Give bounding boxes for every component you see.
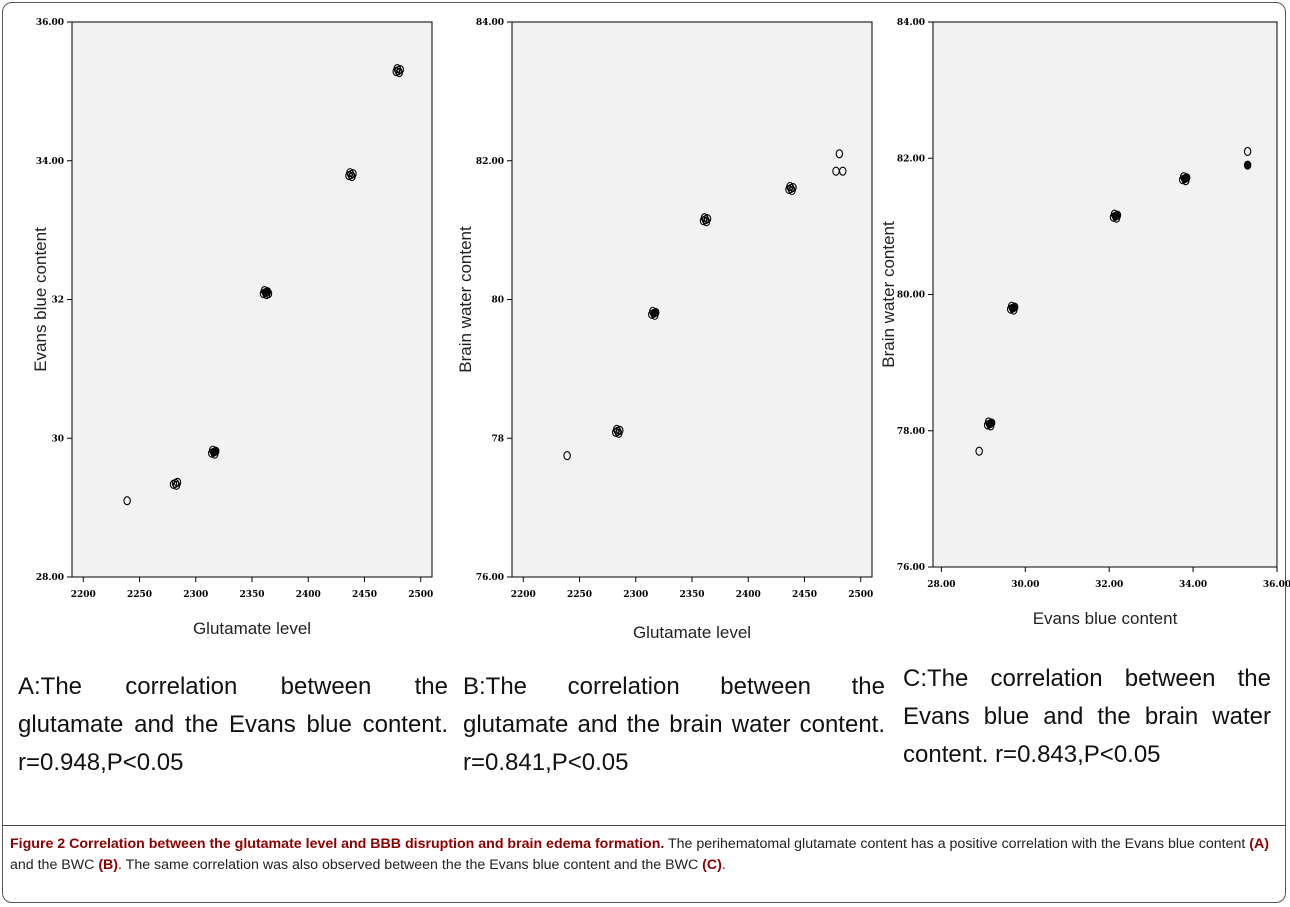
panel-c: 28.00 30.00 32.00 34.00 36.00 76.00 78.00 80.00… bbox=[875, 0, 1290, 650]
chart-a-point bbox=[209, 445, 217, 455]
chart-a-x-tick-label: 2500 bbox=[408, 590, 433, 600]
chart-b-x-tick-label: 2250 bbox=[567, 590, 592, 600]
chart-c-point bbox=[1243, 146, 1252, 156]
chart-a-x-tick-label: 2250 bbox=[127, 590, 152, 600]
chart-a-point bbox=[393, 64, 401, 74]
chart-c-x-tick-label: 36.00 bbox=[1263, 580, 1290, 590]
chart-a-x-tick-label: 2400 bbox=[296, 590, 321, 600]
chart-b-y-tick-label: 78 bbox=[491, 434, 504, 444]
caption-c: C:The correlation between the Evans blue… bbox=[903, 665, 1271, 768]
chart-c-x-axis-title: Evans blue content bbox=[1033, 609, 1178, 628]
chart-c-y-tick-label: 78.00 bbox=[897, 427, 925, 437]
chart-a-x-tick-label: 2350 bbox=[239, 590, 264, 600]
panel-a: 2200 2250 2300 2350 2400 2450 2500 28.00 30 32 34.… bbox=[0, 0, 440, 650]
chart-a-y-tick-label: 36.00 bbox=[36, 18, 64, 28]
chart-a-x-axis-title: Glutamate level bbox=[193, 619, 311, 638]
figure-ref-c: (C) bbox=[702, 857, 722, 873]
chart-c-x-tick-label: 32.00 bbox=[1095, 580, 1123, 590]
chart-b-point bbox=[700, 213, 709, 223]
chart-b-x-tick-label: 2200 bbox=[511, 590, 536, 600]
chart-a-point bbox=[123, 496, 131, 506]
chart-c-x-tick-label: 34.00 bbox=[1179, 580, 1207, 590]
figure-caption-text-2: and the BWC bbox=[10, 857, 99, 873]
chart-a-plot-area bbox=[71, 21, 433, 578]
caption-a: A:The correlation between the glutamate … bbox=[18, 673, 448, 776]
chart-b-x-axis-title: Glutamate level bbox=[633, 623, 751, 642]
figure-caption-text-3: . The same correlation was also observed… bbox=[118, 857, 703, 873]
figure-ref-a: (A) bbox=[1249, 836, 1269, 852]
chart-c-point bbox=[975, 446, 983, 456]
chart-b-x-tick-label: 2300 bbox=[623, 590, 648, 600]
scatter-chart-c: 28.00 30.00 32.00 34.00 36.00 76.00 78.00 80.00… bbox=[879, 18, 1290, 628]
chart-b-y-tick-label: 82.00 bbox=[476, 157, 504, 167]
chart-a-x-tick-label: 2200 bbox=[71, 590, 96, 600]
chart-a-x-tick-label: 2300 bbox=[183, 590, 208, 600]
chart-b-x-tick-label: 2500 bbox=[848, 590, 873, 600]
scatter-chart-a: 2200 2250 2300 2350 2400 2450 2500 28.00 30 32 34.… bbox=[31, 18, 433, 638]
chart-c-x-tick-label: 28.00 bbox=[927, 580, 955, 590]
chart-c-point bbox=[1179, 172, 1188, 182]
chart-b-y-tick-label: 80 bbox=[491, 296, 504, 306]
chart-c-y-tick-label: 82.00 bbox=[897, 154, 925, 164]
chart-b-point bbox=[613, 424, 621, 434]
chart-a-y-axis-title: Evans blue content bbox=[31, 227, 50, 372]
chart-a-point bbox=[172, 480, 181, 490]
chart-b-x-tick-label: 2450 bbox=[792, 590, 817, 600]
chart-b-y-tick-label: 84.00 bbox=[476, 18, 504, 28]
chart-c-point bbox=[1007, 301, 1016, 311]
caption-separator bbox=[3, 825, 1285, 826]
figure-caption: Figure 2 Correlation between the glutama… bbox=[10, 834, 1278, 876]
chart-a-y-tick-label: 32 bbox=[51, 296, 64, 306]
chart-c-y-tick-label: 84.00 bbox=[897, 18, 925, 28]
chart-a-point bbox=[260, 286, 269, 296]
chart-b-x-tick-label: 2350 bbox=[679, 590, 704, 600]
figure-caption-text-4: . bbox=[721, 857, 726, 873]
chart-a-y-tick-label: 30 bbox=[51, 434, 64, 444]
chart-c-plot-area bbox=[932, 21, 1278, 568]
figure-title: Figure 2 Correlation between the glutama… bbox=[10, 836, 665, 852]
chart-c-point bbox=[984, 417, 993, 427]
chart-c-x-tick-label: 30.00 bbox=[1011, 580, 1039, 590]
chart-b-point bbox=[835, 149, 844, 159]
chart-b-y-axis-title: Brain water content bbox=[456, 226, 475, 373]
scatter-chart-b: 2200 2250 2300 2350 2400 2450 2500 76.00 78 80 82.… bbox=[456, 18, 873, 642]
chart-c-y-axis-title: Brain water content bbox=[879, 221, 898, 368]
chart-b-point bbox=[649, 306, 657, 316]
chart-a-point bbox=[346, 168, 354, 178]
chart-b-point bbox=[838, 166, 847, 176]
figure-ref-b: (B) bbox=[98, 857, 119, 873]
chart-a-point bbox=[264, 289, 273, 299]
chart-c-y-tick-label: 80.00 bbox=[897, 291, 925, 301]
caption-b: B:The correlation between the glutamate … bbox=[463, 673, 885, 776]
chart-b-plot-area bbox=[511, 21, 873, 578]
chart-b-y-tick-label: 76.00 bbox=[476, 573, 504, 583]
panel-b: 2200 2250 2300 2350 2400 2450 2500 76.00 78 80 82.… bbox=[440, 0, 880, 650]
chart-b-point bbox=[786, 181, 794, 192]
chart-c-y-tick-label: 76.00 bbox=[897, 563, 925, 573]
figure-caption-text-1: The perihematomal glutamate content has … bbox=[664, 836, 1250, 852]
chart-b-x-tick-label: 2400 bbox=[736, 590, 761, 600]
chart-a-y-tick-label: 28.00 bbox=[36, 573, 64, 583]
chart-a-point bbox=[169, 479, 178, 489]
chart-a-x-tick-label: 2450 bbox=[352, 590, 377, 600]
chart-c-point bbox=[1110, 209, 1119, 219]
chart-a-y-tick-label: 34.00 bbox=[36, 157, 64, 167]
chart-b-point bbox=[563, 451, 571, 461]
chart-c-point bbox=[1243, 160, 1252, 170]
